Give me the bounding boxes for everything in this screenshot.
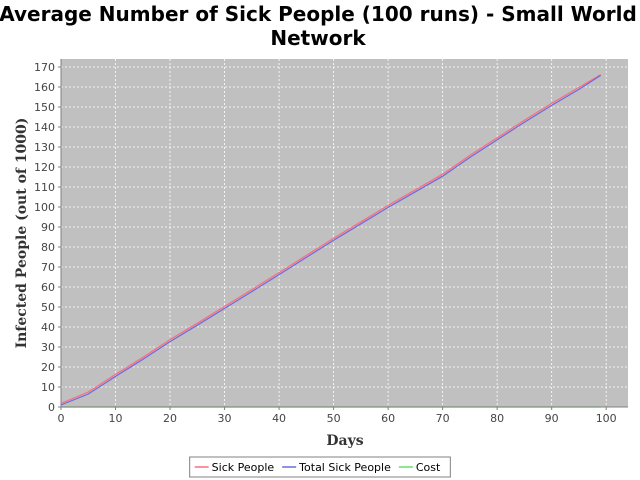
y-tick-label: 160 [34,81,55,94]
y-tick-label: 170 [34,61,55,74]
legend-label: Cost [416,461,441,474]
x-tick-label: 0 [58,412,65,425]
y-tick-label: 10 [41,381,55,394]
x-axis-label: Days [326,433,363,449]
legend-label: Total Sick People [298,461,391,474]
y-tick-label: 60 [41,281,55,294]
x-tick-label: 30 [218,412,232,425]
x-tick-label: 20 [163,412,177,425]
y-tick-label: 50 [41,301,55,314]
axes: 0 10 20 30 40 50 60 70 80 90 100 0 10 20 30 40 50 60 70 80 9… [34,59,628,425]
y-tick-label: 110 [34,181,55,194]
y-tick-label: 40 [41,321,55,334]
y-tick-label: 0 [48,401,55,414]
chart-title-line-2: Network [270,26,366,50]
y-tick-label: 90 [41,221,55,234]
y-tick-label: 130 [34,141,55,154]
x-tick-label: 50 [327,412,341,425]
x-tick-label: 40 [272,412,286,425]
series-line-0 [60,74,602,404]
y-tick-label: 120 [34,161,55,174]
x-tick-label: 100 [596,412,617,425]
x-tick-label: 80 [490,412,504,425]
y-tick-label: 30 [41,341,55,354]
x-tick-label: 10 [109,412,123,425]
legend-label: Sick People [212,461,275,474]
x-tick-label: 70 [436,412,450,425]
grid-lines [60,59,628,408]
legend-box [189,456,451,478]
y-tick-label: 100 [34,201,55,214]
y-axis-label: Infected People (out of 1000) [14,118,30,349]
y-tick-label: 70 [41,261,55,274]
y-tick-label: 150 [34,101,55,114]
y-tick-label: 80 [41,241,55,254]
series-line-1 [60,74,602,406]
y-tick-label: 20 [41,361,55,374]
x-tick-label: 90 [545,412,559,425]
legend: Sick People Total Sick People Cost [189,456,451,478]
chart-title-line-1: Average Number of Sick People (100 runs)… [0,2,637,26]
y-tick-label: 140 [34,121,55,134]
x-tick-label: 60 [381,412,395,425]
